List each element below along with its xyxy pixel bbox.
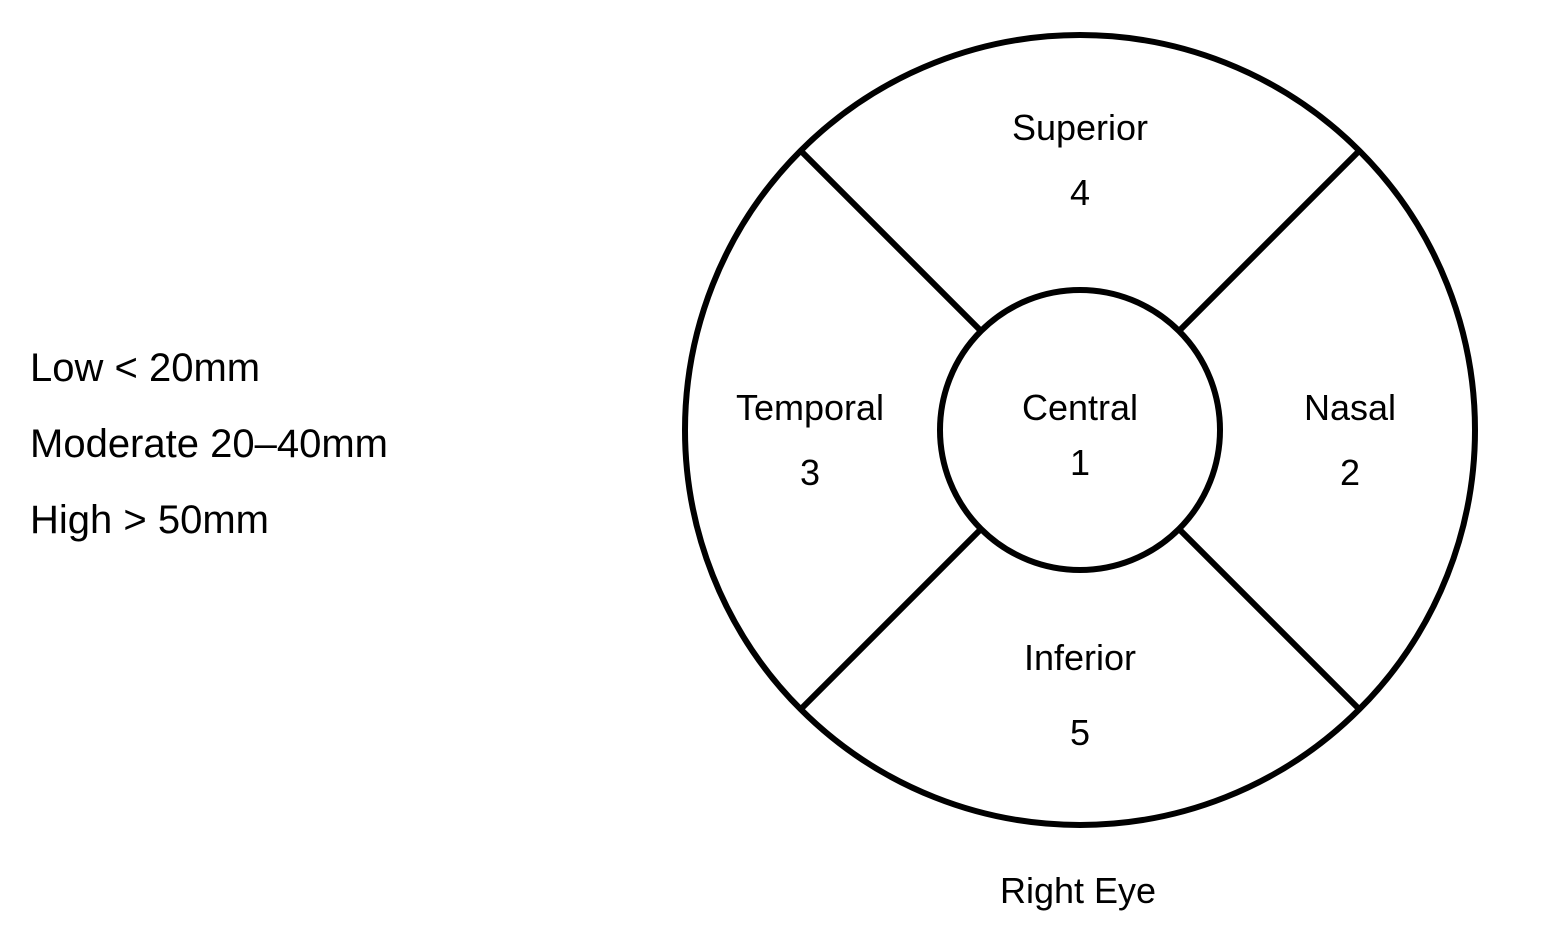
sector-label-central: Central [1022,387,1138,428]
sector-value-superior: 4 [1070,172,1090,213]
sector-label-nasal: Nasal [1304,387,1396,428]
sector-label-superior: Superior [1012,107,1148,148]
legend: Low < 20mm Moderate 20–40mm High > 50mm [30,330,388,558]
figure-container: Low < 20mm Moderate 20–40mm High > 50mm … [0,0,1560,931]
sector-label-inferior: Inferior [1024,637,1136,678]
diagram-caption: Right Eye [1000,870,1156,912]
sector-value-central: 1 [1070,442,1090,483]
sector-svg: Superior 4 Nasal 2 Inferior 5 Temporal 3 Central… [670,20,1490,840]
legend-line-moderate: Moderate 20–40mm [30,406,388,482]
eye-sector-diagram: Superior 4 Nasal 2 Inferior 5 Temporal 3 Central… [670,20,1490,840]
sector-value-temporal: 3 [800,452,820,493]
sector-value-inferior: 5 [1070,712,1090,753]
legend-line-low: Low < 20mm [30,330,388,406]
sector-label-temporal: Temporal [736,387,884,428]
sector-value-nasal: 2 [1340,452,1360,493]
inner-circle [940,290,1220,570]
legend-line-high: High > 50mm [30,482,388,558]
